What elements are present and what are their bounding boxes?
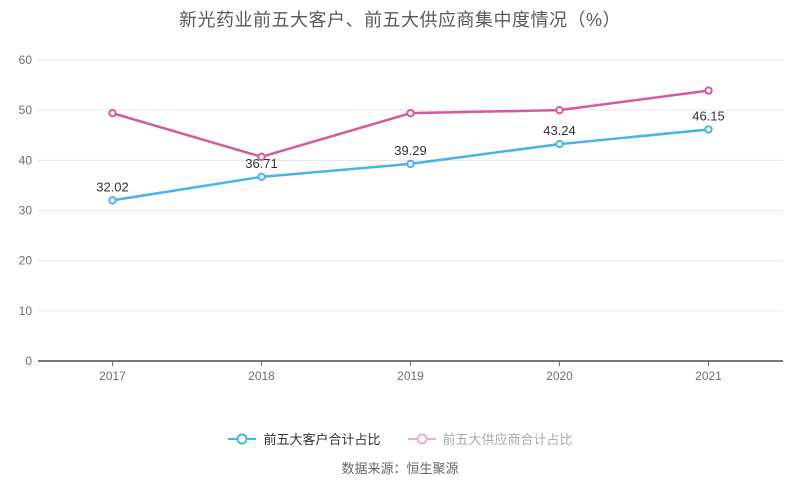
data-point[interactable] <box>257 172 266 182</box>
y-axis-label: 60 <box>19 53 33 67</box>
y-axis-label: 50 <box>19 103 33 117</box>
legend-circle <box>236 433 248 444</box>
legend-item-suppliers[interactable]: 前五大供应商合计占比 <box>407 429 573 448</box>
y-axis-label: 20 <box>19 254 33 268</box>
data-label: 39.29 <box>394 143 427 158</box>
legend-marker-suppliers-icon <box>407 433 436 444</box>
x-axis-label: 2018 <box>248 369 275 383</box>
legend-label-customers: 前五大客户合计占比 <box>263 432 381 447</box>
data-point[interactable] <box>555 139 564 149</box>
y-axis-label: 10 <box>19 304 33 318</box>
x-axis-label: 2017 <box>99 369 126 383</box>
data-point[interactable] <box>704 86 713 95</box>
y-axis-label: 30 <box>19 204 33 218</box>
legend-item-customers[interactable]: 前五大客户合计占比 <box>227 429 381 448</box>
x-axis-label: 2020 <box>546 369 573 383</box>
y-axis-label: 40 <box>19 153 33 167</box>
legend-label-suppliers: 前五大供应商合计占比 <box>442 432 573 447</box>
data-point[interactable] <box>704 125 713 134</box>
data-point[interactable] <box>108 108 117 118</box>
data-label: 32.02 <box>96 179 129 194</box>
data-label: 36.71 <box>245 156 278 171</box>
legend-marker-customers-icon <box>228 433 257 444</box>
x-axis-label: 2019 <box>397 369 424 383</box>
data-point[interactable] <box>406 108 415 118</box>
y-axis-label: 0 <box>25 354 32 368</box>
data-point[interactable] <box>108 196 117 205</box>
data-point[interactable] <box>555 105 564 115</box>
data-point[interactable] <box>257 152 266 162</box>
data-source: 数据来源：恒生聚源 <box>341 461 459 476</box>
data-label: 46.15 <box>692 108 725 123</box>
legend: 前五大客户合计占比 前五大供应商合计占比 <box>0 429 800 448</box>
data-label: 43.24 <box>543 123 576 138</box>
data-point[interactable] <box>406 159 415 169</box>
x-axis-label: 2021 <box>695 369 722 383</box>
chart-title: 新光药业前五大客户、前五大供应商集中度情况（%） <box>178 10 621 30</box>
legend-circle <box>416 433 427 444</box>
line-chart-canvas: 0 10 20 30 40 50 60 2017 2018 2019 2020 2021 32.02 36… <box>19 53 783 383</box>
